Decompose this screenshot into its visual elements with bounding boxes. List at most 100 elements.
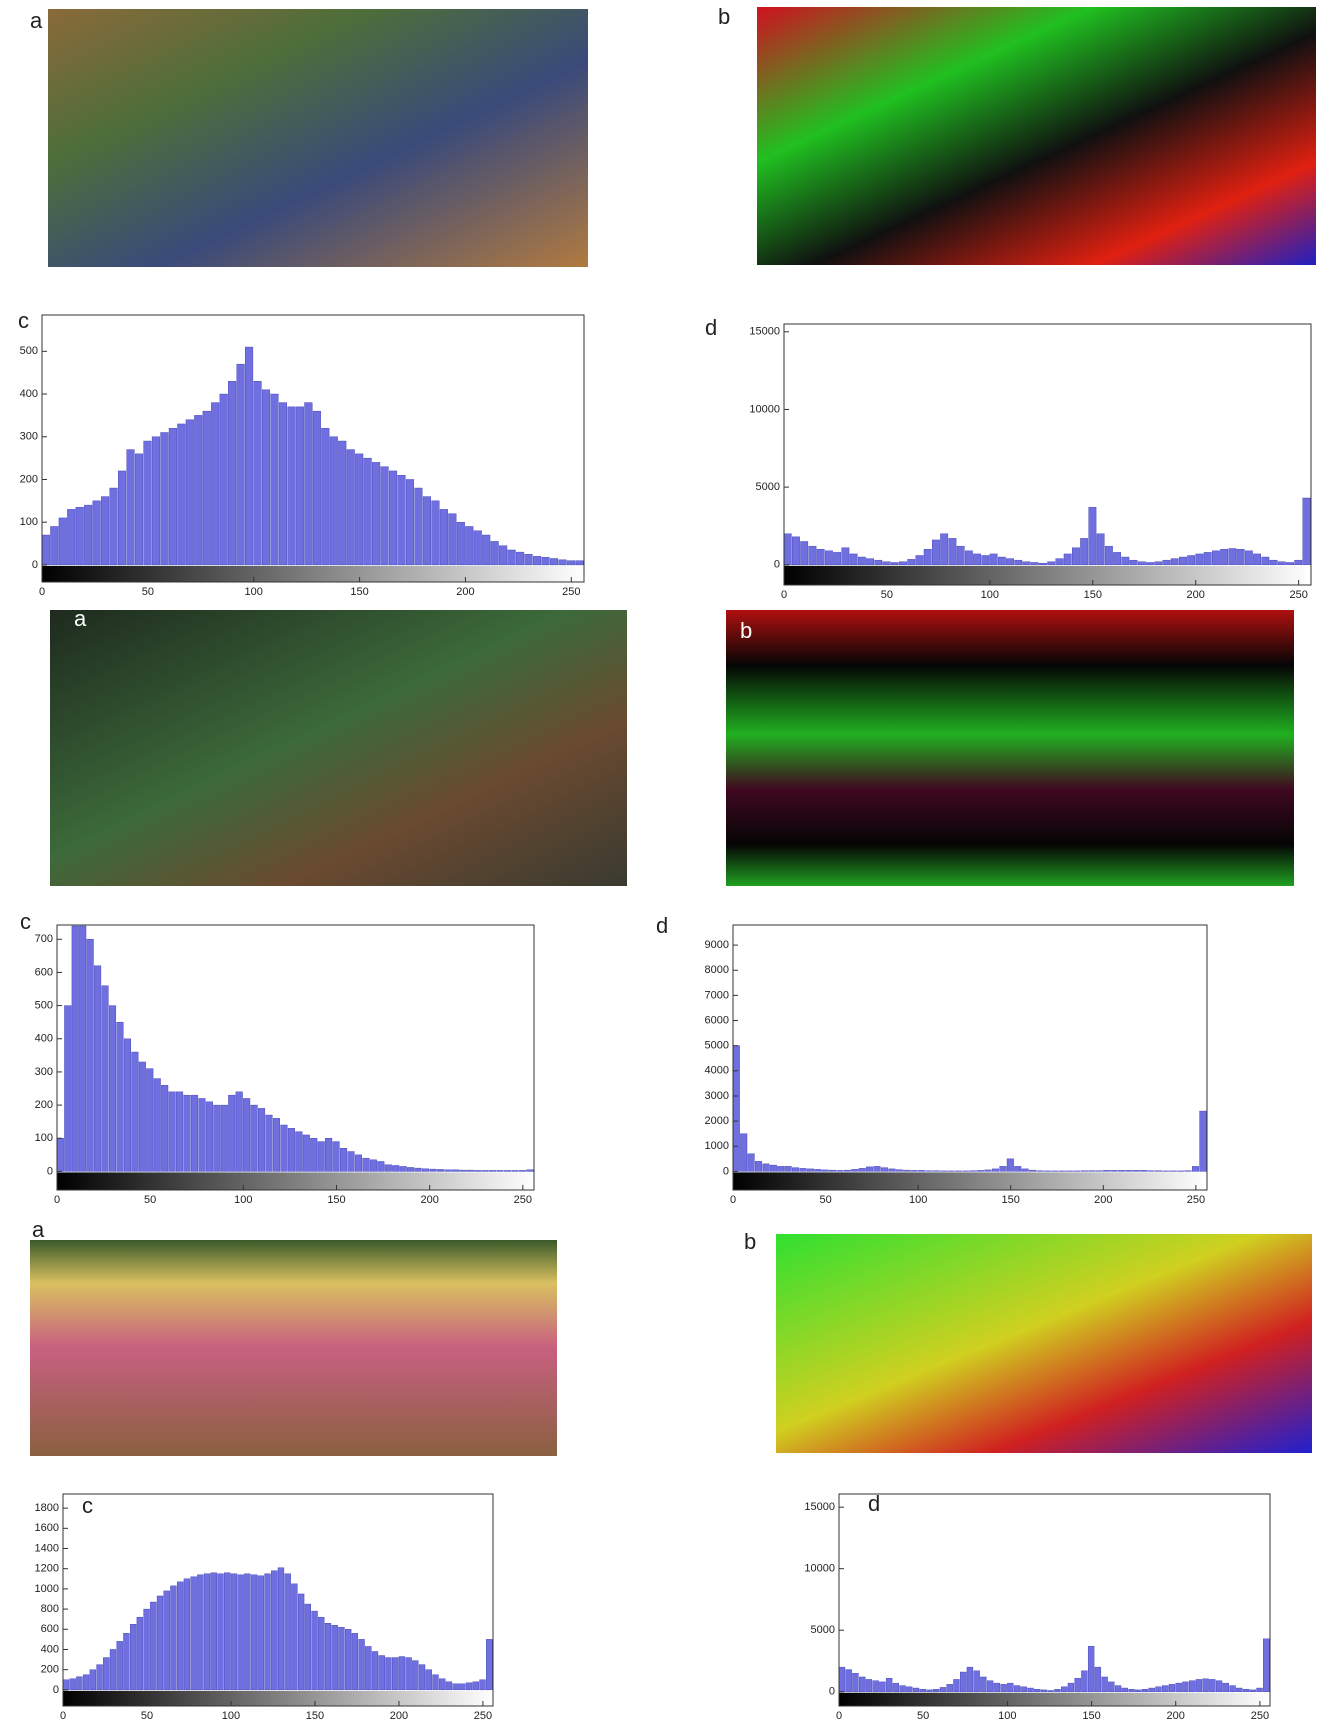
bar [1066, 1170, 1074, 1172]
bar [369, 1159, 377, 1172]
plot [784, 497, 1311, 566]
bar [1236, 549, 1245, 566]
y-tick-label: 10000 [749, 403, 780, 415]
bar [1125, 1170, 1133, 1172]
y-tick-label: 500 [35, 1000, 53, 1012]
y-tick-label: 4000 [705, 1065, 729, 1077]
bar [82, 1674, 90, 1691]
bar [1121, 556, 1130, 566]
bar [873, 1166, 881, 1172]
y-tick-label: 0 [47, 1165, 53, 1177]
x-tick-label: 100 [245, 586, 263, 598]
bar [1177, 1170, 1185, 1172]
y-tick-label: 800 [41, 1603, 59, 1615]
bar [380, 466, 389, 566]
x-tick-label: 150 [306, 1710, 324, 1722]
bar [1129, 559, 1138, 566]
x-tick-label: 150 [1084, 589, 1102, 601]
colorbar [63, 1690, 493, 1706]
bar [1029, 1169, 1037, 1172]
bar [890, 562, 899, 566]
plot [733, 1045, 1207, 1172]
bar [67, 509, 76, 566]
bar [136, 1616, 144, 1691]
bar [1072, 547, 1080, 566]
bar [109, 1649, 117, 1691]
y-tick-label: 400 [20, 388, 38, 400]
bar [265, 1114, 273, 1172]
bar [518, 1170, 526, 1172]
bar [526, 1169, 534, 1172]
x-tick-label: 150 [1002, 1194, 1020, 1206]
axes-frame [783, 323, 1312, 586]
panel-label: c [20, 909, 31, 934]
x-tick-label: 0 [54, 1194, 60, 1206]
bar [800, 541, 809, 566]
bar [1182, 1681, 1189, 1692]
bar [1061, 1686, 1068, 1692]
bar [64, 1005, 72, 1172]
bar [524, 554, 533, 566]
bar [1022, 561, 1031, 566]
bar [264, 1573, 271, 1691]
bar [190, 1576, 197, 1691]
bar [89, 1669, 96, 1691]
bar [1253, 553, 1261, 566]
bar [318, 1616, 325, 1691]
bar [465, 526, 474, 566]
y-tick-label: 3000 [705, 1090, 729, 1102]
x-tick-label: 200 [390, 1710, 408, 1722]
bar [932, 539, 940, 566]
y-tick-label: 0 [774, 559, 780, 571]
bar [362, 1157, 370, 1172]
bar [183, 1578, 191, 1691]
bar [355, 453, 364, 566]
bar [347, 1151, 355, 1172]
panel-label: a [32, 1217, 45, 1242]
bar [377, 1161, 385, 1172]
bar [960, 1671, 967, 1692]
bar [237, 1574, 244, 1691]
bar [503, 1170, 512, 1172]
bar [1286, 562, 1294, 566]
bar [338, 440, 347, 566]
bar [1087, 1646, 1095, 1692]
bar [1141, 1689, 1149, 1692]
bar [103, 1657, 110, 1691]
bar [304, 402, 313, 566]
colorbar [784, 565, 1311, 585]
axes-frame [41, 314, 585, 583]
bar [190, 1094, 199, 1172]
colorbar [42, 565, 584, 582]
bar [1188, 1680, 1196, 1692]
bar [816, 549, 825, 566]
x-tick-label: 250 [1187, 1194, 1205, 1206]
x-tick-label: 200 [1187, 589, 1205, 601]
bar [997, 556, 1006, 566]
bar [57, 1138, 64, 1172]
bar [1020, 1686, 1027, 1692]
panel-label: b [718, 4, 730, 29]
bar [1162, 559, 1171, 566]
bar [1202, 1678, 1209, 1692]
colorbar [733, 1172, 1207, 1190]
bar [1006, 558, 1014, 566]
bar [872, 1680, 879, 1692]
bar [866, 558, 874, 566]
x-tick-label: 50 [141, 1710, 153, 1722]
bar [439, 1678, 446, 1691]
bar [1229, 1685, 1236, 1692]
bar [1195, 553, 1204, 566]
bar [58, 517, 67, 566]
bar [740, 1133, 748, 1172]
axes-frame [838, 1493, 1271, 1707]
bar [101, 496, 110, 566]
x-tick-label: 250 [474, 1710, 492, 1722]
bar [1137, 561, 1146, 566]
y-tick-label: 200 [35, 1099, 53, 1111]
panel-label: a [74, 606, 87, 631]
panel-label: a [30, 8, 43, 33]
bar [1236, 1687, 1243, 1692]
bar [1088, 507, 1097, 566]
